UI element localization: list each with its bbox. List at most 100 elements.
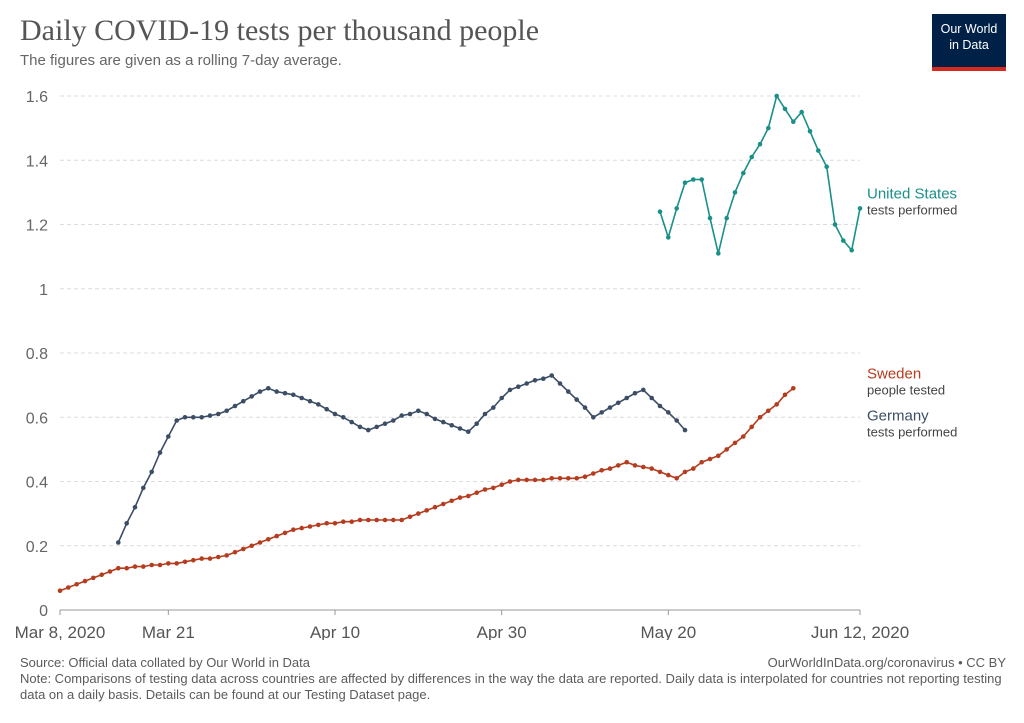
data-point	[457, 495, 463, 500]
data-point	[307, 524, 313, 529]
y-tick-label: 1	[39, 282, 48, 299]
data-point	[107, 569, 113, 574]
data-point	[407, 411, 413, 417]
x-tick-label: Mar 21	[142, 623, 195, 640]
data-point	[816, 148, 821, 153]
data-point	[282, 390, 288, 396]
data-point	[232, 403, 238, 409]
data-point	[774, 402, 779, 407]
y-tick-label: 0.6	[26, 410, 48, 427]
data-point	[682, 427, 688, 433]
data-point	[549, 373, 554, 378]
data-point	[782, 392, 788, 398]
data-point	[682, 469, 688, 475]
data-point	[382, 421, 388, 427]
series-metric-germany: tests performed	[867, 424, 957, 439]
data-point	[532, 477, 538, 483]
data-point	[791, 119, 796, 124]
data-point	[766, 408, 771, 414]
data-point	[566, 389, 571, 394]
data-point	[266, 537, 271, 542]
data-point	[66, 585, 71, 590]
data-point	[124, 521, 129, 526]
data-point	[466, 429, 471, 435]
y-tick-label: 0.8	[26, 346, 48, 363]
owid-logo[interactable]: Our World in Data	[932, 14, 1006, 71]
data-point	[241, 398, 246, 404]
data-point	[524, 477, 529, 483]
data-point	[191, 557, 196, 563]
data-point	[432, 416, 438, 422]
data-point	[124, 565, 129, 571]
data-point	[391, 517, 396, 523]
data-point	[399, 517, 405, 523]
data-point	[157, 562, 163, 568]
x-tick-label: Apr 30	[477, 623, 527, 640]
data-point	[416, 408, 421, 414]
data-point	[624, 459, 629, 465]
series-united-states	[657, 93, 863, 256]
data-point	[807, 129, 813, 134]
data-point	[116, 540, 121, 545]
y-axis-ticks: 0 0.2 0.4 0.6 0.8 1 1.2 1.4 1.6	[26, 89, 48, 620]
data-point	[199, 415, 204, 420]
chart-subtitle: The figures are given as a rolling 7-day…	[20, 52, 342, 69]
credit-link[interactable]: OurWorldInData.org/coronavirus • CC BY	[767, 655, 1006, 670]
data-point	[349, 419, 355, 425]
data-point	[382, 517, 388, 523]
data-point	[607, 466, 613, 471]
data-point	[516, 384, 521, 390]
data-point	[416, 511, 421, 516]
y-tick-label: 1.2	[26, 218, 48, 235]
data-point	[224, 553, 229, 558]
data-point	[599, 410, 604, 415]
data-point	[632, 390, 638, 396]
data-point	[741, 434, 746, 439]
data-point	[632, 463, 638, 468]
data-point	[466, 493, 471, 499]
data-point	[532, 378, 538, 383]
data-point	[207, 556, 213, 561]
data-point	[174, 561, 179, 566]
data-point	[691, 466, 696, 471]
y-tick-label: 1.4	[26, 153, 48, 170]
data-point	[666, 235, 671, 240]
data-point	[657, 469, 663, 475]
data-point	[191, 415, 196, 420]
data-point	[666, 472, 671, 478]
data-point	[357, 424, 363, 430]
y-tick-label: 1.6	[26, 89, 48, 106]
data-point	[507, 479, 513, 484]
data-point	[324, 406, 330, 412]
data-point	[732, 190, 738, 195]
data-point	[249, 394, 254, 399]
data-point	[699, 177, 704, 182]
data-point	[499, 482, 505, 488]
x-tick-label: May 20	[640, 623, 696, 640]
data-point	[332, 521, 338, 526]
data-point	[641, 387, 646, 393]
data-point	[541, 477, 546, 483]
data-point	[682, 180, 688, 185]
series-label-united-states: United States	[867, 185, 957, 202]
data-point	[457, 426, 463, 431]
data-point	[491, 405, 496, 410]
data-point	[857, 206, 863, 211]
data-point	[116, 565, 121, 571]
data-point	[791, 386, 796, 391]
data-point	[99, 572, 104, 577]
data-point	[616, 400, 621, 406]
series-line-germany	[117, 374, 686, 543]
x-tick-label: Jun 12, 2020	[811, 623, 909, 640]
series-label-germany: Germany	[867, 407, 929, 424]
series-lines	[57, 93, 863, 593]
data-point	[699, 459, 704, 465]
data-point	[432, 504, 438, 510]
data-point	[832, 222, 838, 227]
data-point	[249, 543, 254, 549]
data-point	[649, 466, 654, 471]
data-point	[716, 453, 721, 459]
y-tick-label: 0	[39, 603, 48, 620]
data-point	[441, 419, 446, 425]
data-point	[449, 423, 455, 428]
